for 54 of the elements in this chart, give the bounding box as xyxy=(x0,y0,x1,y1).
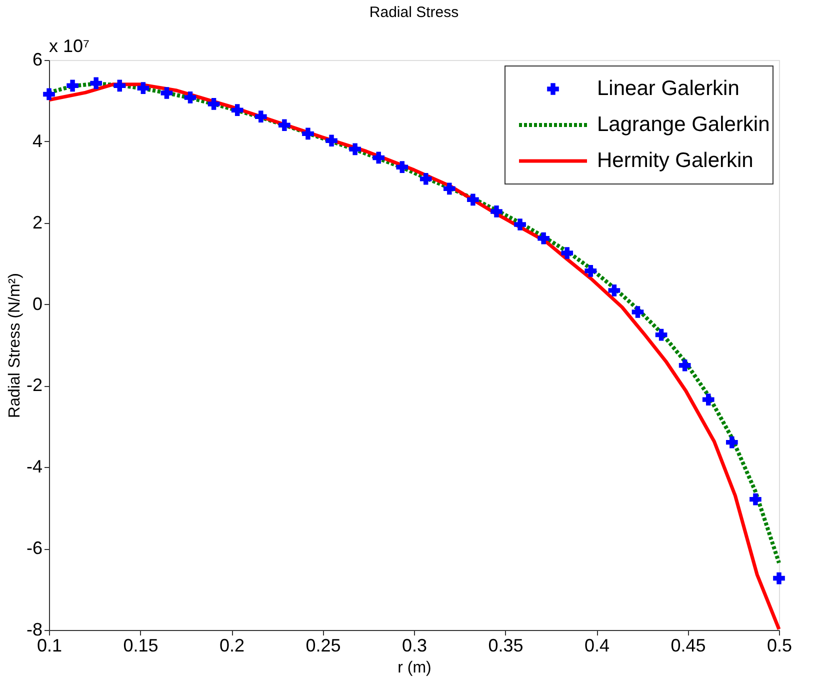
point xyxy=(655,328,668,341)
point xyxy=(302,128,314,140)
x-axis-title: r (m) xyxy=(398,660,432,676)
point xyxy=(632,306,644,318)
point xyxy=(326,134,338,147)
point xyxy=(254,110,267,123)
legend-label: Lagrange Galerkin xyxy=(597,113,770,136)
y-tick-label: -2 xyxy=(26,375,42,396)
x-tick-label: 0.4 xyxy=(584,636,610,656)
legend-label: Hermity Galerkin xyxy=(597,149,754,172)
point xyxy=(114,80,126,92)
y-axis-title: Radial Stress (N/m²) xyxy=(6,273,24,418)
point xyxy=(231,104,244,116)
point xyxy=(137,82,150,94)
point xyxy=(443,182,456,195)
point xyxy=(584,264,597,277)
point xyxy=(66,80,78,92)
y-tick-label: -4 xyxy=(26,456,42,477)
y-tick-label: -6 xyxy=(26,538,42,558)
point xyxy=(538,232,550,244)
point xyxy=(750,493,762,506)
point xyxy=(349,143,361,156)
point xyxy=(90,77,102,90)
x-tick-label: 0.35 xyxy=(488,636,524,656)
y-tick-label: 0 xyxy=(32,294,42,314)
point xyxy=(184,92,196,104)
point xyxy=(726,436,738,448)
y-tick-label: 6 xyxy=(32,50,42,70)
x-tick-label: 0.2 xyxy=(219,636,245,656)
point xyxy=(773,572,785,584)
x-tick-label: 0.3 xyxy=(402,636,428,656)
y-tick-label: 2 xyxy=(32,212,42,232)
point xyxy=(702,394,714,406)
point xyxy=(490,206,502,218)
chart-title: Radial Stress xyxy=(369,4,459,21)
point xyxy=(561,247,574,259)
x-tick-label: 0.15 xyxy=(123,636,158,656)
x-tick-label: 0.25 xyxy=(306,636,341,656)
x-tick-label: 0.45 xyxy=(670,636,706,656)
x-tick-label: 0.5 xyxy=(766,636,792,656)
point xyxy=(43,88,55,100)
point xyxy=(420,172,432,185)
y-tick-label: 4 xyxy=(32,130,42,151)
point xyxy=(467,194,479,206)
text: x 10⁷ xyxy=(49,36,90,56)
legend-label: Linear Galerkin xyxy=(597,77,740,100)
point xyxy=(160,87,173,99)
point xyxy=(514,218,526,230)
point xyxy=(372,152,385,164)
point xyxy=(208,98,220,110)
point xyxy=(396,161,408,173)
point xyxy=(608,284,620,296)
point xyxy=(278,119,290,132)
point xyxy=(678,359,691,372)
